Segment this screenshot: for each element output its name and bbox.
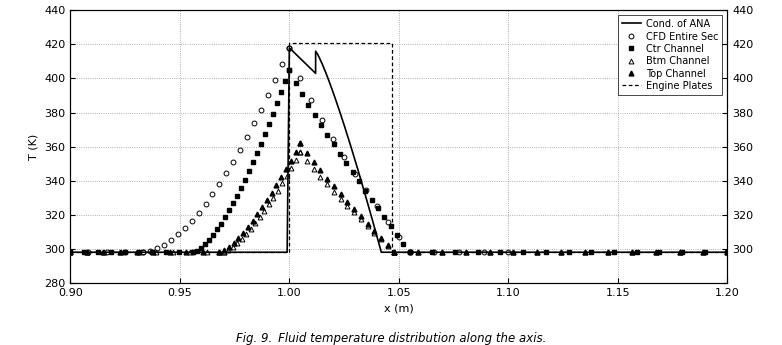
Ctr Channel <box>723 250 732 254</box>
CFD Entire Sec <box>215 182 224 186</box>
Cond. of ANA <box>313 52 322 56</box>
CFD Entire Sec <box>405 250 414 254</box>
Top Channel <box>229 240 239 245</box>
CFD Entire Sec <box>504 250 513 254</box>
Engine Plates <box>723 250 732 254</box>
Ctr Channel <box>66 250 75 254</box>
CFD Entire Sec <box>278 62 287 66</box>
Line: Top Channel: Top Channel <box>68 141 730 255</box>
Top Channel <box>675 250 684 254</box>
CFD Entire Sec <box>166 238 175 242</box>
Cond. of ANA <box>301 62 310 66</box>
Ctr Channel <box>213 227 222 231</box>
CFD Entire Sec <box>84 250 93 254</box>
Btm Channel <box>723 250 732 254</box>
CFD Entire Sec <box>405 250 414 254</box>
Ctr Channel <box>518 250 528 254</box>
CFD Entire Sec <box>180 226 189 230</box>
CFD Entire Sec <box>102 250 111 254</box>
Engine Plates <box>285 250 294 254</box>
Line: Engine Plates: Engine Plates <box>70 43 727 252</box>
CFD Entire Sec <box>201 202 210 206</box>
Cond. of ANA <box>370 226 379 230</box>
CFD Entire Sec <box>307 98 316 102</box>
Y-axis label: T (K): T (K) <box>29 134 39 160</box>
CFD Entire Sec <box>120 250 129 254</box>
CFD Entire Sec <box>242 135 252 139</box>
Top Channel <box>234 236 243 240</box>
CFD Entire Sec <box>208 192 217 196</box>
Top Channel <box>370 229 379 233</box>
CFD Entire Sec <box>383 220 393 224</box>
CFD Entire Sec <box>372 204 382 208</box>
CFD Entire Sec <box>264 93 273 97</box>
CFD Entire Sec <box>138 250 147 254</box>
Line: Btm Channel: Btm Channel <box>68 149 730 255</box>
CFD Entire Sec <box>328 137 338 141</box>
Engine Plates <box>388 250 397 254</box>
Engine Plates <box>66 250 75 254</box>
CFD Entire Sec <box>173 232 182 236</box>
Btm Channel <box>237 237 246 241</box>
CFD Entire Sec <box>159 243 168 247</box>
Top Channel <box>66 250 75 254</box>
Engine Plates <box>388 41 397 45</box>
CFD Entire Sec <box>152 246 161 250</box>
Legend: Cond. of ANA, CFD Entire Sec, Ctr Channel, Btm Channel, Top Channel, Engine Plat: Cond. of ANA, CFD Entire Sec, Ctr Channe… <box>618 15 723 95</box>
Cond. of ANA <box>326 84 335 88</box>
CFD Entire Sec <box>235 148 245 152</box>
CFD Entire Sec <box>285 46 294 50</box>
Cond. of ANA <box>282 250 292 254</box>
Ctr Channel <box>285 68 294 72</box>
CFD Entire Sec <box>350 171 360 176</box>
CFD Entire Sec <box>429 250 439 254</box>
CFD Entire Sec <box>339 155 349 159</box>
X-axis label: x (m): x (m) <box>384 303 414 313</box>
CFD Entire Sec <box>66 250 75 254</box>
CFD Entire Sec <box>187 219 196 223</box>
Line: CFD Entire Sec: CFD Entire Sec <box>68 46 511 255</box>
CFD Entire Sec <box>361 188 371 192</box>
Top Channel <box>296 141 305 145</box>
Btm Channel <box>66 250 75 254</box>
Cond. of ANA <box>328 88 337 92</box>
Cond. of ANA <box>66 250 75 254</box>
CFD Entire Sec <box>249 121 259 126</box>
Line: Cond. of ANA: Cond. of ANA <box>70 48 727 252</box>
CFD Entire Sec <box>145 249 154 253</box>
Engine Plates <box>285 41 294 45</box>
Cond. of ANA <box>723 250 732 254</box>
CFD Entire Sec <box>138 250 147 254</box>
Btm Channel <box>370 230 379 235</box>
CFD Entire Sec <box>229 160 239 164</box>
CFD Entire Sec <box>222 171 231 175</box>
Btm Channel <box>675 250 684 254</box>
CFD Entire Sec <box>454 250 464 254</box>
CFD Entire Sec <box>285 46 294 50</box>
CFD Entire Sec <box>479 250 489 254</box>
Top Channel <box>723 250 732 254</box>
Btm Channel <box>296 150 305 154</box>
Ctr Channel <box>496 250 505 254</box>
CFD Entire Sec <box>194 210 203 215</box>
Top Channel <box>533 250 542 254</box>
Btm Channel <box>232 241 242 245</box>
CFD Entire Sec <box>394 235 404 239</box>
Ctr Channel <box>232 194 242 198</box>
Engine Plates <box>285 41 294 45</box>
Btm Channel <box>389 250 399 254</box>
Ctr Channel <box>310 113 319 117</box>
CFD Entire Sec <box>296 76 305 80</box>
Line: Ctr Channel: Ctr Channel <box>68 68 730 255</box>
Btm Channel <box>533 250 542 254</box>
Ctr Channel <box>188 250 198 254</box>
CFD Entire Sec <box>271 78 280 82</box>
Top Channel <box>389 250 399 254</box>
CFD Entire Sec <box>317 118 327 122</box>
CFD Entire Sec <box>256 107 266 111</box>
Engine Plates <box>285 41 294 45</box>
Cond. of ANA <box>285 46 294 50</box>
Text: Fig. 9. Fluid temperature distribution along the axis.: Fig. 9. Fluid temperature distribution a… <box>236 332 546 345</box>
